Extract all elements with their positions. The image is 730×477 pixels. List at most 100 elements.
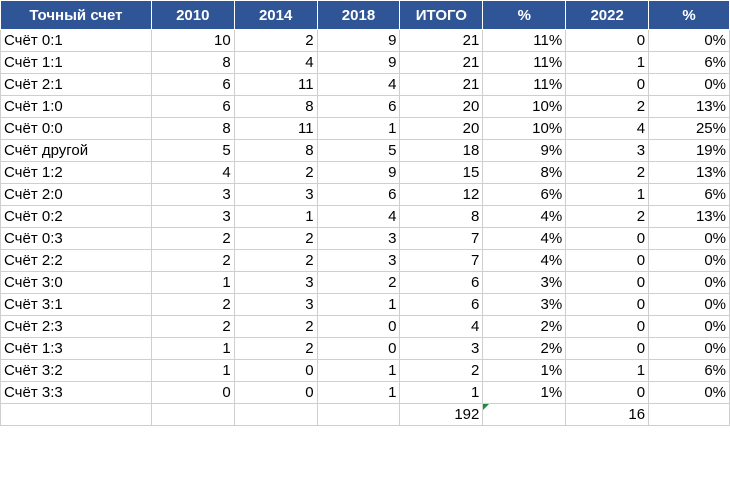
cell-2014[interactable]: 8 xyxy=(233,139,318,162)
cell-2018[interactable]: 0 xyxy=(316,337,401,360)
cell-2014[interactable]: 1 xyxy=(233,205,318,228)
cell-2022[interactable]: 0 xyxy=(565,73,650,96)
cell-2010[interactable]: 8 xyxy=(150,117,235,140)
totals-cell[interactable] xyxy=(648,403,730,426)
cell-2022[interactable]: 1 xyxy=(565,51,650,74)
cell-total[interactable]: 20 xyxy=(399,117,484,140)
cell-percent-2022[interactable]: 0% xyxy=(648,227,730,250)
cell-percent[interactable]: 10% xyxy=(482,95,567,118)
cell-percent-2022[interactable]: 0% xyxy=(648,337,730,360)
cell-percent-2022[interactable]: 13% xyxy=(648,161,730,184)
cell-total[interactable]: 1 xyxy=(399,381,484,404)
cell-total[interactable]: 15 xyxy=(399,161,484,184)
cell-percent[interactable]: 9% xyxy=(482,139,567,162)
header-cell-2014[interactable]: 2014 xyxy=(233,0,318,30)
cell-total[interactable]: 6 xyxy=(399,293,484,316)
totals-cell-2022-total[interactable]: 16 xyxy=(565,403,650,426)
cell-2022[interactable]: 0 xyxy=(565,227,650,250)
cell-percent-2022[interactable]: 13% xyxy=(648,95,730,118)
cell-total[interactable]: 2 xyxy=(399,359,484,382)
header-cell-2010[interactable]: 2010 xyxy=(150,0,235,30)
cell-score-label[interactable]: Счёт 1:0 xyxy=(0,95,152,118)
cell-percent-2022[interactable]: 0% xyxy=(648,315,730,338)
cell-2022[interactable]: 2 xyxy=(565,205,650,228)
cell-total[interactable]: 6 xyxy=(399,271,484,294)
cell-percent[interactable]: 2% xyxy=(482,337,567,360)
cell-2014[interactable]: 4 xyxy=(233,51,318,74)
totals-cell[interactable] xyxy=(150,403,235,426)
cell-score-label[interactable]: Счёт 0:3 xyxy=(0,227,152,250)
cell-2010[interactable]: 1 xyxy=(150,359,235,382)
cell-2018[interactable]: 1 xyxy=(316,381,401,404)
cell-percent-2022[interactable]: 25% xyxy=(648,117,730,140)
cell-2018[interactable]: 6 xyxy=(316,183,401,206)
cell-score-label[interactable]: Счёт 2:1 xyxy=(0,73,152,96)
cell-2022[interactable]: 0 xyxy=(565,249,650,272)
cell-2014[interactable]: 11 xyxy=(233,73,318,96)
cell-percent[interactable]: 1% xyxy=(482,359,567,382)
cell-2014[interactable]: 8 xyxy=(233,95,318,118)
cell-2022[interactable]: 1 xyxy=(565,183,650,206)
cell-2018[interactable]: 0 xyxy=(316,315,401,338)
cell-score-label[interactable]: Счёт 0:2 xyxy=(0,205,152,228)
cell-2022[interactable]: 0 xyxy=(565,337,650,360)
cell-percent[interactable]: 4% xyxy=(482,227,567,250)
totals-cell-error-flag[interactable] xyxy=(482,403,567,426)
cell-total[interactable]: 3 xyxy=(399,337,484,360)
cell-score-label[interactable]: Счёт 1:1 xyxy=(0,51,152,74)
cell-percent-2022[interactable]: 13% xyxy=(648,205,730,228)
cell-percent[interactable]: 4% xyxy=(482,249,567,272)
cell-2014[interactable]: 3 xyxy=(233,293,318,316)
cell-percent[interactable]: 3% xyxy=(482,271,567,294)
cell-percent-2022[interactable]: 0% xyxy=(648,381,730,404)
cell-2010[interactable]: 3 xyxy=(150,183,235,206)
cell-score-label[interactable]: Счёт 1:3 xyxy=(0,337,152,360)
cell-total[interactable]: 21 xyxy=(399,51,484,74)
cell-score-label[interactable]: Счёт 3:3 xyxy=(0,381,152,404)
header-cell-score[interactable]: Точный счет xyxy=(0,0,152,30)
cell-2010[interactable]: 4 xyxy=(150,161,235,184)
cell-percent[interactable]: 11% xyxy=(482,73,567,96)
cell-2014[interactable]: 11 xyxy=(233,117,318,140)
cell-percent-2022[interactable]: 6% xyxy=(648,359,730,382)
cell-percent-2022[interactable]: 19% xyxy=(648,139,730,162)
cell-2010[interactable]: 5 xyxy=(150,139,235,162)
cell-total[interactable]: 7 xyxy=(399,249,484,272)
cell-score-label[interactable]: Счёт 2:3 xyxy=(0,315,152,338)
cell-2022[interactable]: 0 xyxy=(565,293,650,316)
cell-score-label[interactable]: Счёт 3:1 xyxy=(0,293,152,316)
cell-2018[interactable]: 4 xyxy=(316,205,401,228)
cell-2014[interactable]: 2 xyxy=(233,29,318,52)
cell-2018[interactable]: 5 xyxy=(316,139,401,162)
header-cell-percent[interactable]: % xyxy=(482,0,567,30)
cell-2010[interactable]: 6 xyxy=(150,73,235,96)
cell-score-label[interactable]: Счёт 2:2 xyxy=(0,249,152,272)
cell-2022[interactable]: 3 xyxy=(565,139,650,162)
cell-2014[interactable]: 2 xyxy=(233,227,318,250)
cell-2022[interactable]: 0 xyxy=(565,29,650,52)
cell-2010[interactable]: 6 xyxy=(150,95,235,118)
cell-2022[interactable]: 1 xyxy=(565,359,650,382)
cell-percent[interactable]: 11% xyxy=(482,51,567,74)
cell-total[interactable]: 8 xyxy=(399,205,484,228)
cell-2018[interactable]: 4 xyxy=(316,73,401,96)
cell-2022[interactable]: 0 xyxy=(565,271,650,294)
cell-percent-2022[interactable]: 0% xyxy=(648,73,730,96)
cell-total[interactable]: 18 xyxy=(399,139,484,162)
cell-percent[interactable]: 3% xyxy=(482,293,567,316)
cell-percent[interactable]: 11% xyxy=(482,29,567,52)
cell-2010[interactable]: 2 xyxy=(150,293,235,316)
cell-2010[interactable]: 2 xyxy=(150,315,235,338)
cell-2014[interactable]: 0 xyxy=(233,381,318,404)
cell-2022[interactable]: 0 xyxy=(565,381,650,404)
cell-score-label[interactable]: Счёт 2:0 xyxy=(0,183,152,206)
cell-2010[interactable]: 0 xyxy=(150,381,235,404)
header-cell-2022[interactable]: 2022 xyxy=(565,0,650,30)
header-cell-percent-2022[interactable]: % xyxy=(648,0,730,30)
cell-2022[interactable]: 0 xyxy=(565,315,650,338)
cell-percent[interactable]: 10% xyxy=(482,117,567,140)
cell-2014[interactable]: 3 xyxy=(233,271,318,294)
cell-percent-2022[interactable]: 6% xyxy=(648,51,730,74)
totals-cell-grand-total[interactable]: 192 xyxy=(399,403,484,426)
cell-2010[interactable]: 2 xyxy=(150,249,235,272)
